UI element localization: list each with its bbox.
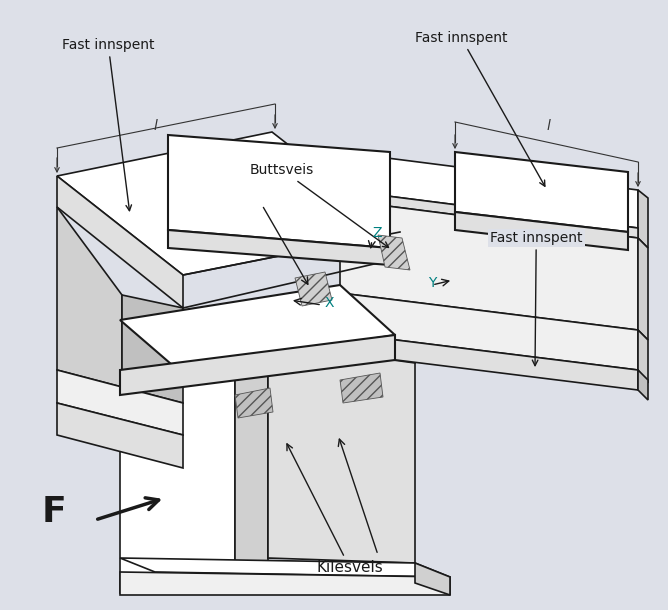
Polygon shape xyxy=(57,370,183,435)
Polygon shape xyxy=(120,572,450,595)
Polygon shape xyxy=(57,132,400,275)
Text: Y: Y xyxy=(428,276,436,290)
Polygon shape xyxy=(638,370,648,400)
Text: Fast innspent: Fast innspent xyxy=(415,31,545,186)
Polygon shape xyxy=(120,365,235,593)
Polygon shape xyxy=(57,176,183,308)
Polygon shape xyxy=(268,295,340,558)
Polygon shape xyxy=(455,212,628,250)
Text: Fast innspent: Fast innspent xyxy=(62,38,154,210)
Polygon shape xyxy=(455,152,628,232)
Polygon shape xyxy=(268,343,415,563)
Polygon shape xyxy=(120,285,395,370)
Polygon shape xyxy=(235,333,268,365)
Polygon shape xyxy=(57,403,183,468)
Polygon shape xyxy=(235,365,268,563)
Text: Fast innspent: Fast innspent xyxy=(490,231,582,365)
Polygon shape xyxy=(415,563,450,595)
Polygon shape xyxy=(120,335,395,395)
Text: l: l xyxy=(153,119,157,133)
Polygon shape xyxy=(378,235,410,270)
Polygon shape xyxy=(57,207,122,387)
Polygon shape xyxy=(168,230,390,265)
Polygon shape xyxy=(340,152,638,228)
Polygon shape xyxy=(340,200,638,330)
Text: l: l xyxy=(546,119,550,133)
Polygon shape xyxy=(235,388,273,418)
Polygon shape xyxy=(268,310,415,363)
Polygon shape xyxy=(638,238,648,340)
Polygon shape xyxy=(340,373,383,403)
Text: F: F xyxy=(42,495,67,529)
Text: X: X xyxy=(325,296,335,310)
Polygon shape xyxy=(340,190,638,238)
Polygon shape xyxy=(638,190,648,248)
Polygon shape xyxy=(168,135,390,248)
Polygon shape xyxy=(638,330,648,383)
Polygon shape xyxy=(295,272,332,306)
Polygon shape xyxy=(122,295,183,403)
Text: Buttsveis: Buttsveis xyxy=(250,163,389,248)
Text: Kilesveis: Kilesveis xyxy=(287,444,383,575)
Text: Z: Z xyxy=(372,226,381,240)
Polygon shape xyxy=(120,333,235,388)
Polygon shape xyxy=(340,293,638,370)
Polygon shape xyxy=(340,333,638,390)
Polygon shape xyxy=(120,558,450,577)
